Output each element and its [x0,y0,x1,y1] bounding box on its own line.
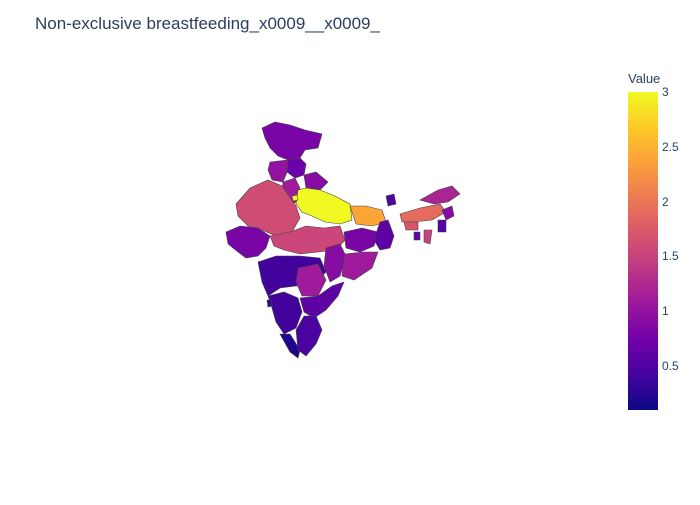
region-manipur[interactable] [437,219,447,233]
region-assam[interactable] [399,203,447,223]
region-andhra-pradesh[interactable] [299,281,345,319]
colorbar-tick-label: 0.5 [662,359,679,374]
region-tripura[interactable] [413,231,421,241]
region-uttarakhand[interactable] [303,171,329,191]
region-west-bengal[interactable] [373,219,395,251]
chart-title: Non-exclusive breastfeeding_x0009__x0009… [35,14,380,33]
colorbar-title: Value [628,71,661,86]
colorbar-tick-label: 1.5 [662,249,679,264]
region-uttar-pradesh[interactable] [295,187,353,225]
region-jharkhand[interactable] [343,227,379,253]
region-himachal-pradesh[interactable] [286,157,307,179]
region-arunachal-pradesh[interactable] [419,185,461,205]
region-odisha[interactable] [341,251,379,281]
region-goa[interactable] [266,299,273,308]
region-tamil-nadu[interactable] [295,315,323,357]
region-meghalaya[interactable] [403,221,419,231]
region-mizoram[interactable] [423,229,433,245]
region-rajasthan[interactable] [235,179,301,237]
colorbar-tick-label: 2.5 [662,139,679,154]
region-karnataka[interactable] [267,291,303,335]
region-delhi[interactable] [291,194,299,202]
region-gujarat[interactable] [225,225,271,259]
colorbar-tick-label: 3 [662,85,669,99]
region-chhattisgarh[interactable] [323,243,347,283]
colorbar-tick-label: 1 [662,304,669,319]
region-sikkim[interactable] [385,193,397,207]
colorbar [628,92,658,410]
region-punjab[interactable] [267,159,289,183]
region-nagaland[interactable] [441,205,455,221]
region-kerala[interactable] [279,333,301,359]
region-jammu-kashmir[interactable] [261,121,323,161]
colorbar-tick-label: 2 [662,194,669,209]
